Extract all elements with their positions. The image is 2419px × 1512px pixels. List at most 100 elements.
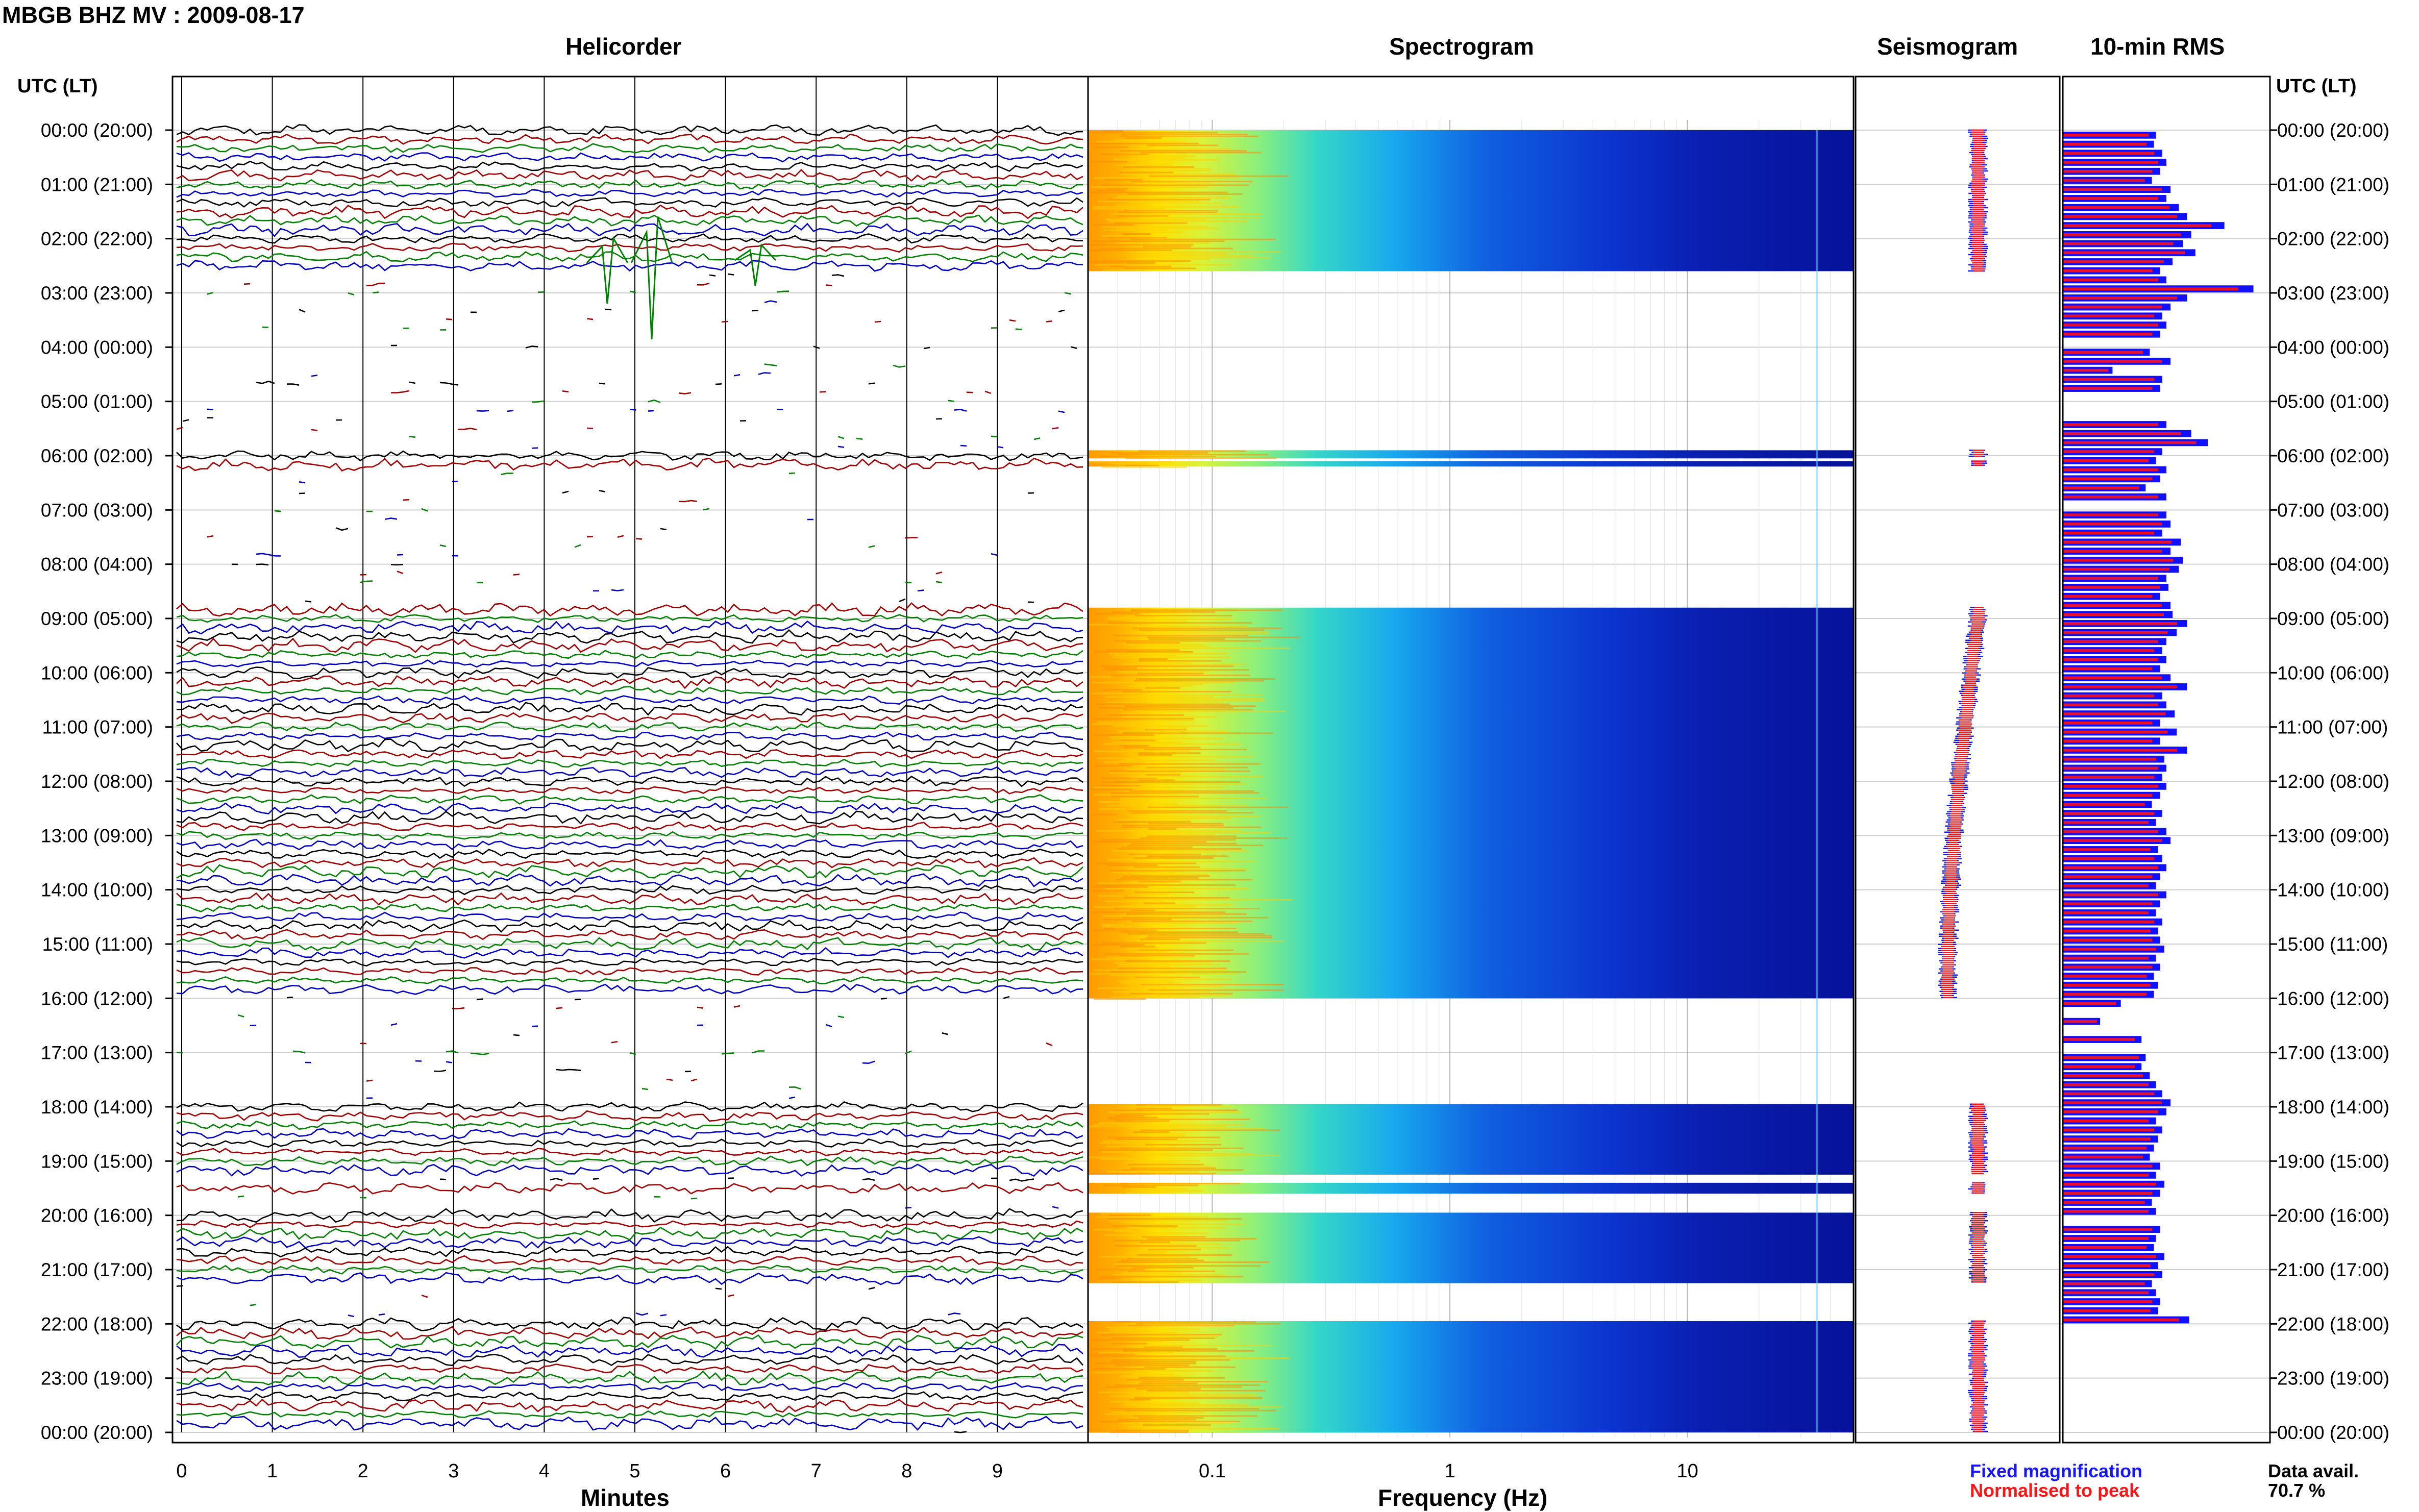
spectrogram-texture [1121,134,1248,136]
rms-bar-normalised [2063,975,2147,978]
spectrogram-texture [1098,987,1167,989]
spectrogram-texture [1130,685,1193,687]
spectrogram-texture [1112,656,1230,658]
time-label-left: 07:00 (03:00) [41,500,153,520]
spectrogram-texture [1107,1136,1221,1138]
spectrogram-texture [1097,201,1200,203]
rms-bar-normalised [2063,857,2155,860]
time-label-right: 23:00 (19:00) [2277,1368,2389,1389]
rms-bar-normalised [2063,432,2181,435]
spectrogram-texture [1137,860,1255,862]
rms-bar-normalised [2063,1309,2151,1312]
minute-tick-label: 0 [176,1460,187,1482]
spectrogram-texture [1116,1114,1145,1117]
helicorder-trace [176,666,1083,679]
rms-bar-normalised [2063,513,2158,517]
helicorder-trace [176,831,1083,840]
seismogram-layer [1938,129,1988,1432]
spectrogram-texture [1136,1104,1222,1106]
seismogram-normalised-trace [1971,1212,1985,1283]
spectrogram-texture [1105,888,1249,890]
spectrogram-texture [1104,953,1249,955]
spectrogram-texture [1145,729,1187,731]
time-label-right: 16:00 (12:00) [2277,988,2389,1009]
spectrogram-texture [1123,709,1253,711]
spectrogram-texture [1109,265,1172,267]
time-label-right: 10:00 (06:00) [2277,662,2389,683]
spectrogram-texture [1090,1355,1226,1357]
rms-bar-normalised [2063,360,2162,363]
spectrogram-texture [1090,676,1113,678]
spectrogram-texture [1100,154,1149,156]
spectrogram-texture [1103,689,1142,691]
spectrogram-texture [1094,794,1133,796]
spectrogram-texture [1098,707,1233,709]
spectrogram-texture [1103,667,1137,669]
spectrogram-texture [1096,189,1125,191]
time-label-left: 18:00 (14:00) [41,1097,153,1118]
spectrogram-texture [1142,1134,1185,1136]
helicorder-trace [176,838,1083,851]
rms-bar-normalised [2063,558,2174,562]
spectrogram-texture [1099,808,1125,810]
spectrogram-texture [1103,915,1223,917]
rms-bar-normalised [2063,169,2153,173]
spectrogram-texture [1136,710,1286,712]
spectrogram-texture [1122,1186,1156,1188]
time-label-left: 03:00 (23:00) [41,283,153,304]
helicorder-trace [176,892,1083,906]
rms-bar-normalised [2063,1246,2147,1249]
spectrogram-texture [1147,855,1229,857]
helicorder-trace [409,435,1041,440]
helicorder-trace [176,650,1083,659]
time-label-left: 23:00 (19:00) [41,1368,153,1389]
spectrogram-texture [1120,982,1181,984]
helicorder-trace [299,481,924,483]
rms-bar-normalised [2063,206,2170,209]
rms-bar-normalised [2063,1264,2151,1267]
spectrogram-texture [1121,1272,1182,1274]
spectrogram-texture [1109,1119,1250,1121]
spectrogram-texture [1094,998,1146,1000]
helicorder-trace [440,545,1040,548]
helicorder-trace [176,602,1083,617]
spectrogram-texture [1107,199,1211,201]
rms-bar-normalised [2063,1002,2116,1005]
rms-bar-normalised [2063,694,2155,698]
spectrogram-texture [1144,1366,1236,1368]
spectrogram-texture [1110,975,1154,977]
helicorder-trace [256,554,1028,556]
spectrogram-texture [1127,1257,1198,1259]
spectrogram-texture [1132,873,1208,875]
spectrogram-texture [1107,1117,1158,1119]
time-label-right: 18:00 (14:00) [2277,1097,2389,1118]
spectrogram-texture [1121,1169,1244,1171]
spectrogram-texture [1138,727,1188,729]
helicorder-trace [176,450,1083,462]
spectrogram-texture [1108,653,1228,655]
spectrogram-texture [1147,1237,1257,1240]
minutes-axis-label: Minutes [581,1484,670,1511]
spectrogram-texture [1115,1120,1170,1122]
spectrogram-panel-title: Spectrogram [1389,33,1534,60]
rms-bar-normalised [2063,531,2155,535]
spectrogram-texture [1110,792,1260,794]
spectrogram-texture [1123,875,1211,877]
rms-bar-normalised [2063,712,2166,715]
spectrogram-texture [1146,1223,1245,1225]
spectrogram-texture [1092,262,1155,264]
spectrogram-texture [1110,213,1262,215]
spectrogram-texture [1121,931,1239,933]
spectrogram-texture [1122,825,1224,827]
spectrogram-texture [1091,813,1117,815]
spectrogram-texture [1119,763,1261,765]
helicorder-trace [176,1334,1083,1350]
rms-bar-normalised [2063,929,2151,933]
minute-tick-label: 3 [448,1460,459,1482]
minute-tick-label: 1 [267,1460,278,1482]
helicorder-trace [764,301,1077,303]
helicorder-trace [176,179,1083,190]
time-label-right: 02:00 (22:00) [2277,229,2389,250]
spectrogram-texture [1125,457,1277,459]
spectrogram-texture [1094,1229,1132,1231]
